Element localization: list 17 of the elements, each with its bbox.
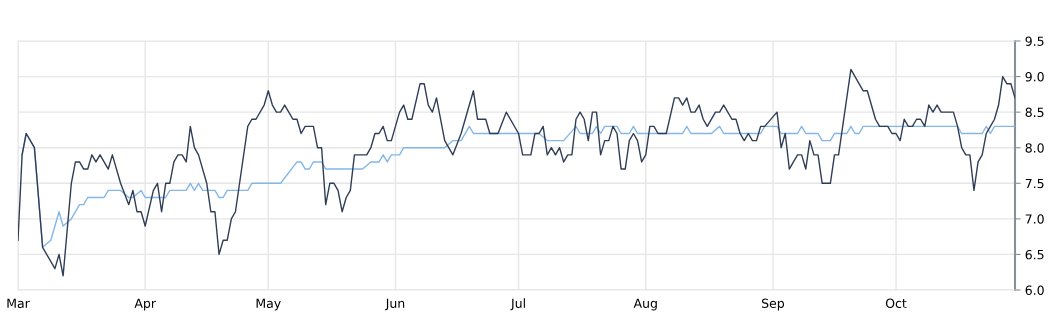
- x-tick-label: Apr: [134, 298, 156, 311]
- y-tick-label: 7.0: [1025, 214, 1044, 224]
- x-tick-label: Mar: [7, 298, 30, 309]
- x-tick-label: Oct: [885, 298, 907, 309]
- x-tick-label: Aug: [633, 298, 657, 311]
- x-tick-label: Sep: [761, 298, 785, 311]
- y-tick-label: 8.5: [1025, 107, 1044, 118]
- y-tick-label: 9.5: [1025, 36, 1044, 46]
- y-tick-label: 6.0: [1025, 285, 1044, 295]
- y-tick-label: 6.5: [1025, 249, 1044, 260]
- y-tick-label: 9.0: [1025, 72, 1044, 82]
- line-series: [18, 68, 1015, 277]
- x-tick-label: Jun: [385, 298, 405, 311]
- x-tick-label: May: [256, 298, 281, 311]
- x-tick-label: Jul: [510, 298, 525, 311]
- y-tick-label: 7.5: [1025, 178, 1044, 189]
- y-tick-label: 8.0: [1025, 143, 1044, 153]
